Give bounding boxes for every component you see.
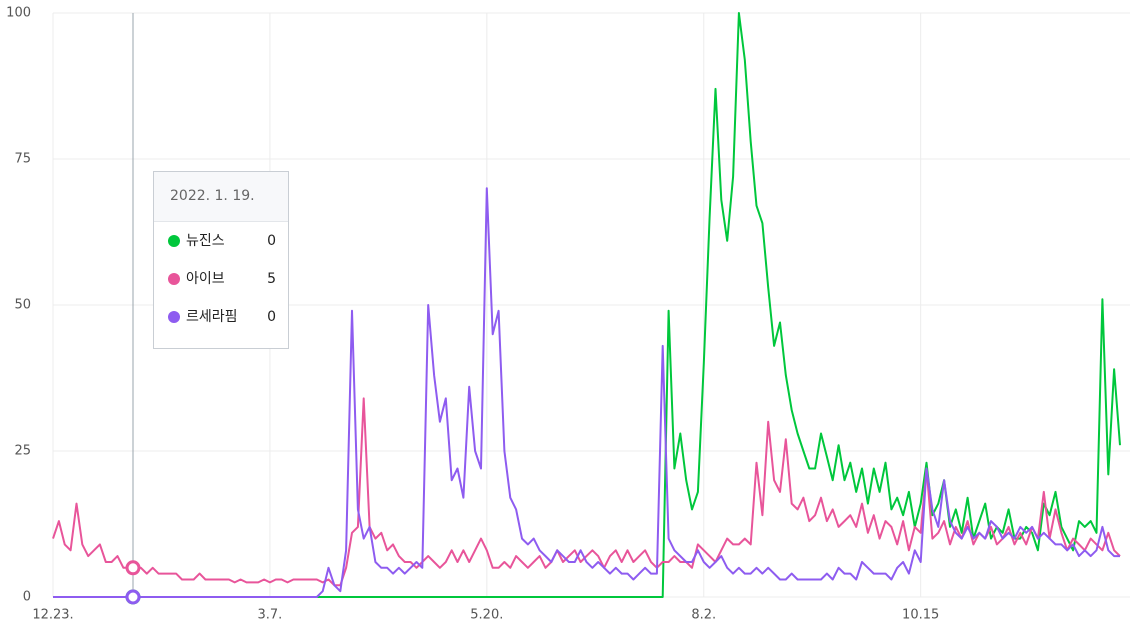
- hover-marker: [125, 560, 141, 576]
- y-tick-label: 0: [23, 590, 31, 605]
- tooltip-value: 0: [267, 309, 276, 325]
- x-tick-label: 3.7.: [258, 608, 283, 623]
- tooltip-dot: [168, 273, 180, 285]
- series-line: [53, 187, 1120, 598]
- tooltip-dot: [168, 235, 180, 247]
- hover-marker: [125, 589, 141, 605]
- tooltip-row: 뉴진스 0: [154, 222, 288, 260]
- tooltip-name: 르세라핌: [186, 309, 238, 325]
- y-tick-label: 75: [14, 152, 31, 167]
- tooltip-name: 아이브: [186, 271, 225, 287]
- y-tick-label: 100: [6, 6, 31, 21]
- tooltip-row: 아이브 5: [154, 260, 288, 298]
- series-line: [52, 397, 1121, 587]
- y-tick-label: 25: [14, 444, 31, 459]
- tooltip-name: 뉴진스: [186, 233, 225, 249]
- tooltip-value: 5: [267, 271, 276, 287]
- x-tick-label: 12.23.: [32, 608, 73, 623]
- x-tick-label: 8.2.: [691, 608, 716, 623]
- tooltip: 2022. 1. 19. 뉴진스 0 아이브 5 르세라핌 0: [153, 171, 289, 349]
- tooltip-date: 2022. 1. 19.: [154, 172, 288, 222]
- y-tick-label: 50: [14, 298, 31, 313]
- tooltip-value: 0: [267, 233, 276, 249]
- tooltip-dot: [168, 311, 180, 323]
- x-tick-label: 5.20.: [470, 608, 503, 623]
- tooltip-row: 르세라핌 0: [154, 298, 288, 336]
- x-tick-label: 10.15: [902, 608, 939, 623]
